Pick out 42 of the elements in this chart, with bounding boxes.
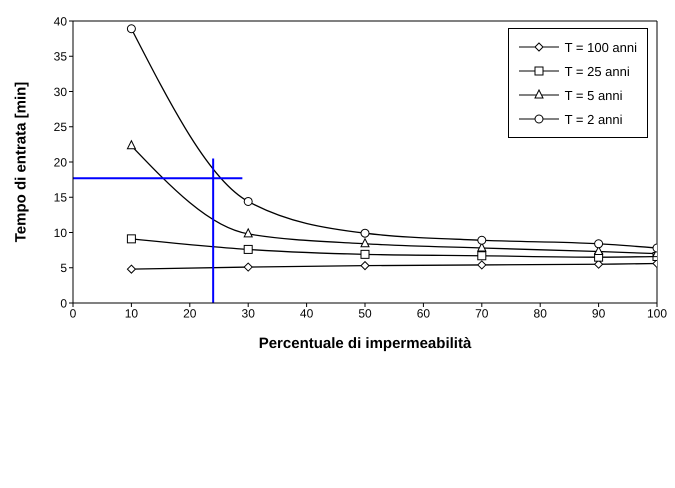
x-tick-label: 80	[534, 306, 548, 321]
point	[126, 140, 136, 150]
legend-label: T = 100 anni	[564, 40, 637, 54]
point	[594, 239, 604, 248]
point	[477, 236, 486, 245]
y-tick-label: 15	[54, 190, 68, 205]
legend-label: T = 2 anni	[564, 112, 623, 126]
point	[244, 262, 253, 272]
point	[360, 238, 370, 248]
x-tick-label: 0	[70, 306, 77, 321]
y-tick-label: 20	[54, 155, 68, 170]
x-tick-label: 10	[124, 306, 138, 321]
x-tick-label: 60	[416, 306, 430, 321]
x-tick-label: 40	[300, 306, 314, 321]
x-axis-title: Percentuale di impermeabilità	[258, 335, 472, 352]
y-tick-label: 5	[60, 261, 68, 276]
y-tick-label: 40	[54, 14, 68, 28]
point	[126, 264, 136, 274]
y-tick-label: 30	[54, 84, 68, 99]
point	[126, 24, 136, 34]
x-tick-label: 100	[646, 306, 668, 321]
point	[244, 196, 253, 206]
point	[477, 260, 486, 270]
y-axis-title: Tempo di entrata [min]	[12, 82, 30, 242]
point	[244, 244, 253, 254]
x-tick-label: 50	[358, 306, 372, 321]
y-tick-label: 0	[60, 296, 68, 310]
x-tick-label: 90	[592, 306, 606, 321]
point	[360, 250, 370, 259]
x-tick-label: 20	[183, 306, 197, 321]
point	[244, 228, 253, 238]
y-tick-label: 25	[54, 120, 68, 134]
legend-label: T = 25 anni	[564, 64, 630, 78]
x-tick-label: 70	[475, 306, 489, 321]
y-tick-label: 10	[54, 226, 68, 240]
point	[360, 228, 370, 238]
legend-label: T = 5 anni	[564, 88, 623, 102]
y-tick-label: 35	[54, 50, 68, 64]
point	[477, 251, 486, 260]
point	[126, 234, 136, 244]
point	[360, 261, 370, 270]
x-tick-label: 30	[242, 306, 256, 321]
